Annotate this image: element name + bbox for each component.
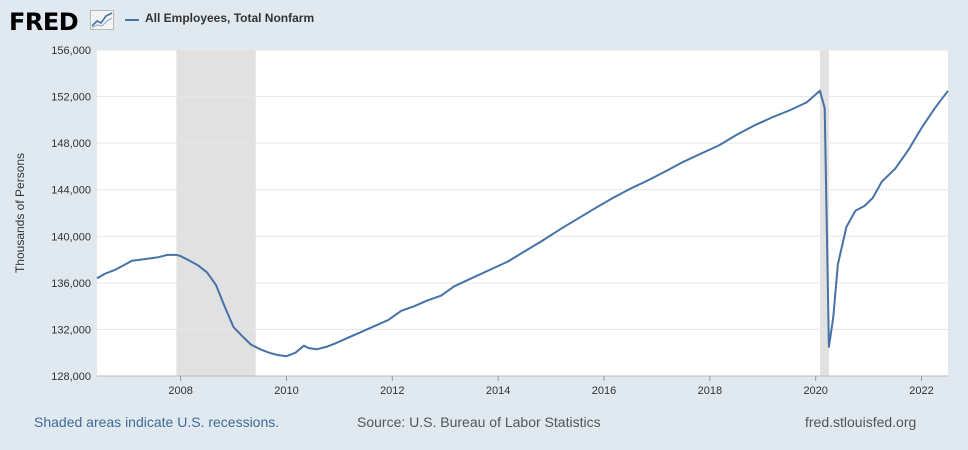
chart: 128,000 132,000 136,000 140,000 144,000 148,0… [13, 45, 949, 397]
x-tick-label: 2012 [380, 385, 404, 397]
series-layer [96, 89, 949, 358]
x-tick-label: 2014 [486, 385, 510, 397]
x-tick-label: 2010 [274, 385, 298, 397]
legend-line-swatch [125, 19, 139, 21]
legend-label[interactable]: All Employees, Total Nonfarm [145, 11, 315, 25]
y-axis-label: Thousands of Persons [13, 153, 27, 273]
y-tick-label: 140,000 [51, 231, 91, 243]
series-line [96, 89, 949, 358]
recession-band [176, 50, 256, 376]
source-note: Source: U.S. Bureau of Labor Statistics [357, 414, 601, 430]
recession-note: Shaded areas indicate U.S. recessions. [34, 414, 280, 430]
fred-logo[interactable]: FRED [9, 8, 79, 36]
x-tick-label: 2022 [909, 385, 933, 397]
graph-logo-icon [90, 10, 114, 30]
y-tick-label: 128,000 [51, 371, 91, 383]
x-tick-label: 2018 [698, 385, 722, 397]
y-tick-label: 156,000 [51, 45, 91, 57]
header: FRED All Employees, Total Nonfarm [0, 0, 968, 40]
y-tick-label: 148,000 [51, 138, 91, 150]
y-tick-label: 132,000 [51, 324, 91, 336]
x-tick-label: 2008 [168, 385, 192, 397]
site-link[interactable]: fred.stlouisfed.org [805, 414, 917, 430]
grid-lines [97, 49, 948, 330]
x-tick-label: 2016 [592, 385, 616, 397]
x-tick-labels: 2008 2010 2012 2014 2016 2018 2020 2022 [168, 376, 934, 397]
y-tick-label: 136,000 [51, 278, 91, 290]
footer: Shaded areas indicate U.S. recessions. S… [0, 414, 968, 436]
recession-band [819, 50, 829, 376]
y-tick-label: 152,000 [51, 92, 91, 104]
y-tick-labels: 128,000 132,000 136,000 140,000 144,000 148,0… [51, 45, 91, 383]
recession-bands [176, 50, 829, 376]
x-tick-label: 2020 [803, 385, 827, 397]
y-tick-label: 144,000 [51, 185, 91, 197]
